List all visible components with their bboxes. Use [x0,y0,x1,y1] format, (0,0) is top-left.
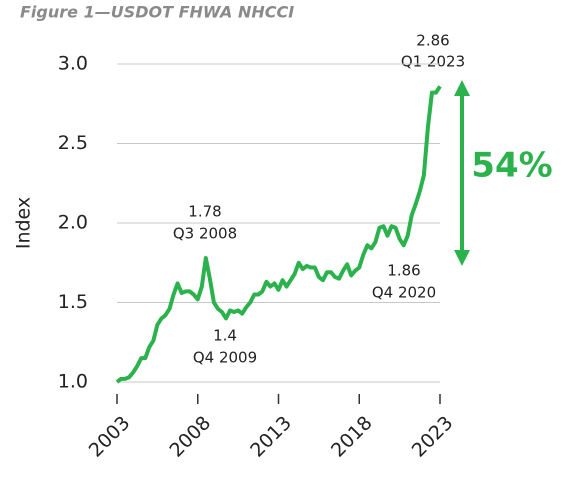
line-series [115,85,442,384]
annotation: 1.86 [387,262,420,280]
y-tick-label: 3.0 [58,53,88,75]
annotation: 1.78 [188,203,221,221]
annotation: 1.4 [213,327,237,345]
x-tick-label: 2003 [85,412,135,462]
annotation: Q4 2009 [193,349,257,367]
y-tick-label: 2.0 [58,212,88,234]
annotation: 2.86 [416,32,449,50]
y-axis-label: Index [13,197,35,249]
chart-title: Figure 1—USDOT FHWA NHCCI [20,3,294,22]
x-tick-label: 2008 [165,412,215,462]
x-tick-label: 2023 [408,412,458,462]
annotation: Q3 2008 [173,225,237,243]
x-tick-label: 2013 [246,412,296,462]
annotation: Q1 2023 [401,53,465,71]
x-tick-label: 2018 [327,412,377,462]
y-tick-label: 1.5 [58,291,88,313]
y-tick-label: 1.0 [58,371,88,393]
y-tick-label: 2.5 [58,132,88,154]
annotation: Q4 2020 [372,284,436,302]
change-label: 54% [471,146,552,186]
